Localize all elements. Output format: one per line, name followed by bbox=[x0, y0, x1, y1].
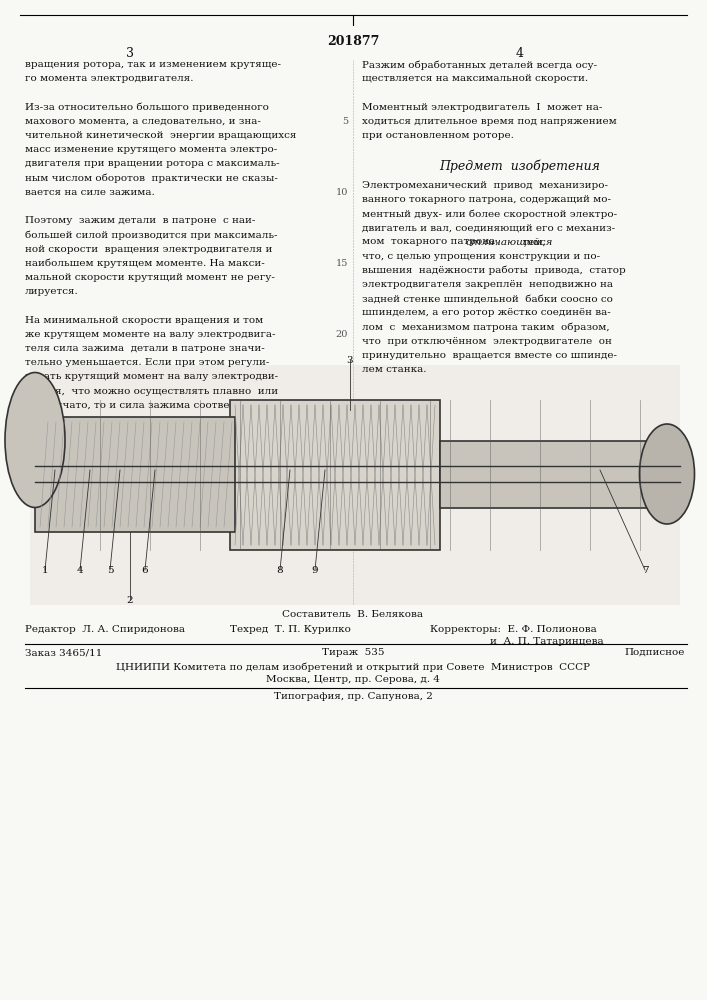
Text: 20: 20 bbox=[336, 330, 348, 339]
Text: электродвигателя закреплён  неподвижно на: электродвигателя закреплён неподвижно на bbox=[362, 280, 613, 289]
Text: Тираж  535: Тираж 535 bbox=[322, 648, 384, 657]
Text: мальной скорости крутящий момент не регу-: мальной скорости крутящий момент не регу… bbox=[25, 273, 275, 282]
Text: 6: 6 bbox=[141, 566, 148, 575]
Text: изменяется.: изменяется. bbox=[25, 415, 93, 424]
Text: Разжим обработанных деталей всегда осу-: Разжим обработанных деталей всегда осу- bbox=[362, 60, 597, 70]
Bar bbox=[440, 441, 670, 508]
Text: 1: 1 bbox=[42, 566, 48, 575]
Text: 4: 4 bbox=[76, 566, 83, 575]
Text: тем,: тем, bbox=[515, 237, 545, 246]
Text: 201877: 201877 bbox=[327, 35, 379, 48]
Text: двигатель и вал, соединяющий его с механиз-: двигатель и вал, соединяющий его с механ… bbox=[362, 223, 615, 232]
Text: вается на силе зажима.: вается на силе зажима. bbox=[25, 188, 155, 197]
Text: Техред  Т. П. Курилко: Техред Т. П. Курилко bbox=[230, 625, 351, 634]
Text: же крутящем моменте на валу электродвига-: же крутящем моменте на валу электродвига… bbox=[25, 330, 276, 339]
Bar bbox=[35, 417, 235, 532]
Text: ществляется на максимальной скорости.: ществляется на максимальной скорости. bbox=[362, 74, 588, 83]
Text: 15: 15 bbox=[336, 259, 348, 268]
Text: Электромеханический  привод  механизиро-: Электромеханический привод механизиро- bbox=[362, 181, 608, 190]
Text: Типография, пр. Сапунова, 2: Типография, пр. Сапунова, 2 bbox=[274, 692, 433, 701]
Text: вышения  надёжности работы  привода,  статор: вышения надёжности работы привода, стато… bbox=[362, 266, 626, 275]
Text: мом  токарного патрона,: мом токарного патрона, bbox=[362, 237, 505, 246]
Text: ЦНИИПИ Комитета по делам изобретений и открытий при Совете  Министров  СССР: ЦНИИПИ Комитета по делам изобретений и о… bbox=[116, 662, 590, 672]
Text: чительной кинетической  энергии вращающихся: чительной кинетической энергии вращающих… bbox=[25, 131, 296, 140]
Text: Составитель  В. Белякова: Составитель В. Белякова bbox=[283, 610, 423, 619]
Text: 7: 7 bbox=[642, 566, 648, 575]
Text: задней стенке шпиндельной  бабки соосно со: задней стенке шпиндельной бабки соосно с… bbox=[362, 294, 613, 303]
Text: 10: 10 bbox=[336, 188, 348, 197]
Text: 3: 3 bbox=[346, 356, 354, 365]
Bar bbox=[30, 365, 680, 605]
Text: шпинделем, а его ротор жёстко соединён ва-: шпинделем, а его ротор жёстко соединён в… bbox=[362, 308, 611, 317]
Text: 2: 2 bbox=[127, 596, 134, 605]
Text: 4: 4 bbox=[516, 47, 524, 60]
Text: ступенчато, то и сила зажима соответственно: ступенчато, то и сила зажима соответстве… bbox=[25, 401, 279, 410]
Text: Моментный электродвигатель  I  может на-: Моментный электродвигатель I может на- bbox=[362, 103, 602, 112]
Text: го момента электродвигателя.: го момента электродвигателя. bbox=[25, 74, 194, 83]
Text: большей силой производится при максималь-: большей силой производится при максималь… bbox=[25, 230, 278, 240]
Text: гателя,  что можно осуществлять плавно  или: гателя, что можно осуществлять плавно ил… bbox=[25, 387, 278, 396]
Text: и  А. П. Татаринцева: и А. П. Татаринцева bbox=[490, 637, 604, 646]
Text: ванного токарного патрона, содержащий мо-: ванного токарного патрона, содержащий мо… bbox=[362, 195, 611, 204]
Text: На минимальной скорости вращения и том: На минимальной скорости вращения и том bbox=[25, 316, 263, 325]
Text: Корректоры:  Е. Ф. Полионова: Корректоры: Е. Ф. Полионова bbox=[430, 625, 597, 634]
Text: что  при отключённом  электродвигателе  он: что при отключённом электродвигателе он bbox=[362, 337, 612, 346]
Text: Заказ 3465/11: Заказ 3465/11 bbox=[25, 648, 103, 657]
Text: Редактор  Л. А. Спиридонова: Редактор Л. А. Спиридонова bbox=[25, 625, 185, 634]
Text: ходиться длительное время под напряжением: ходиться длительное время под напряжение… bbox=[362, 117, 617, 126]
Text: лом  с  механизмом патрона таким  образом,: лом с механизмом патрона таким образом, bbox=[362, 323, 609, 332]
Text: тельно уменьшается. Если при этом регули-: тельно уменьшается. Если при этом регули… bbox=[25, 358, 269, 367]
Text: 9: 9 bbox=[312, 566, 318, 575]
Text: 3: 3 bbox=[126, 47, 134, 60]
Text: лируется.: лируется. bbox=[25, 287, 78, 296]
Text: двигателя при вращении ротора с максималь-: двигателя при вращении ротора с максимал… bbox=[25, 159, 280, 168]
Text: Предмет  изобретения: Предмет изобретения bbox=[440, 159, 600, 173]
Text: ным числом оборотов  практически не сказы-: ным числом оборотов практически не сказы… bbox=[25, 174, 278, 183]
Text: Из-за относительно большого приведенного: Из-за относительно большого приведенного bbox=[25, 103, 269, 112]
Text: 8: 8 bbox=[276, 566, 284, 575]
Text: принудительно  вращается вместе со шпинде-: принудительно вращается вместе со шпинде… bbox=[362, 351, 617, 360]
Text: махового момента, а следовательно, и зна-: махового момента, а следовательно, и зна… bbox=[25, 117, 261, 126]
Text: что, с целью упрощения конструкции и по-: что, с целью упрощения конструкции и по- bbox=[362, 252, 600, 261]
Text: 5: 5 bbox=[107, 566, 113, 575]
Text: ментный двух- или более скоростной электро-: ментный двух- или более скоростной элект… bbox=[362, 209, 617, 219]
Text: Москва, Центр, пр. Серова, д. 4: Москва, Центр, пр. Серова, д. 4 bbox=[266, 675, 440, 684]
Text: вращения ротора, так и изменением крутяще-: вращения ротора, так и изменением крутящ… bbox=[25, 60, 281, 69]
Text: при остановленном роторе.: при остановленном роторе. bbox=[362, 131, 514, 140]
Text: ной скорости  вращения электродвигателя и: ной скорости вращения электродвигателя и bbox=[25, 245, 272, 254]
Text: Подписное: Подписное bbox=[624, 648, 685, 657]
Ellipse shape bbox=[5, 372, 65, 508]
Text: ровать крутящий момент на валу электродви-: ровать крутящий момент на валу электродв… bbox=[25, 372, 278, 381]
Text: 5: 5 bbox=[342, 117, 348, 126]
Text: наибольшем крутящем моменте. На макси-: наибольшем крутящем моменте. На макси- bbox=[25, 259, 264, 268]
Bar bbox=[230, 400, 440, 550]
Text: Поэтому  зажим детали  в патроне  с наи-: Поэтому зажим детали в патроне с наи- bbox=[25, 216, 255, 225]
Ellipse shape bbox=[640, 424, 694, 524]
Text: масс изменение крутящего момента электро-: масс изменение крутящего момента электро… bbox=[25, 145, 277, 154]
Text: лем станка.: лем станка. bbox=[362, 365, 426, 374]
Text: отличающийся: отличающийся bbox=[466, 237, 553, 246]
Text: теля сила зажима  детали в патроне значи-: теля сила зажима детали в патроне значи- bbox=[25, 344, 264, 353]
